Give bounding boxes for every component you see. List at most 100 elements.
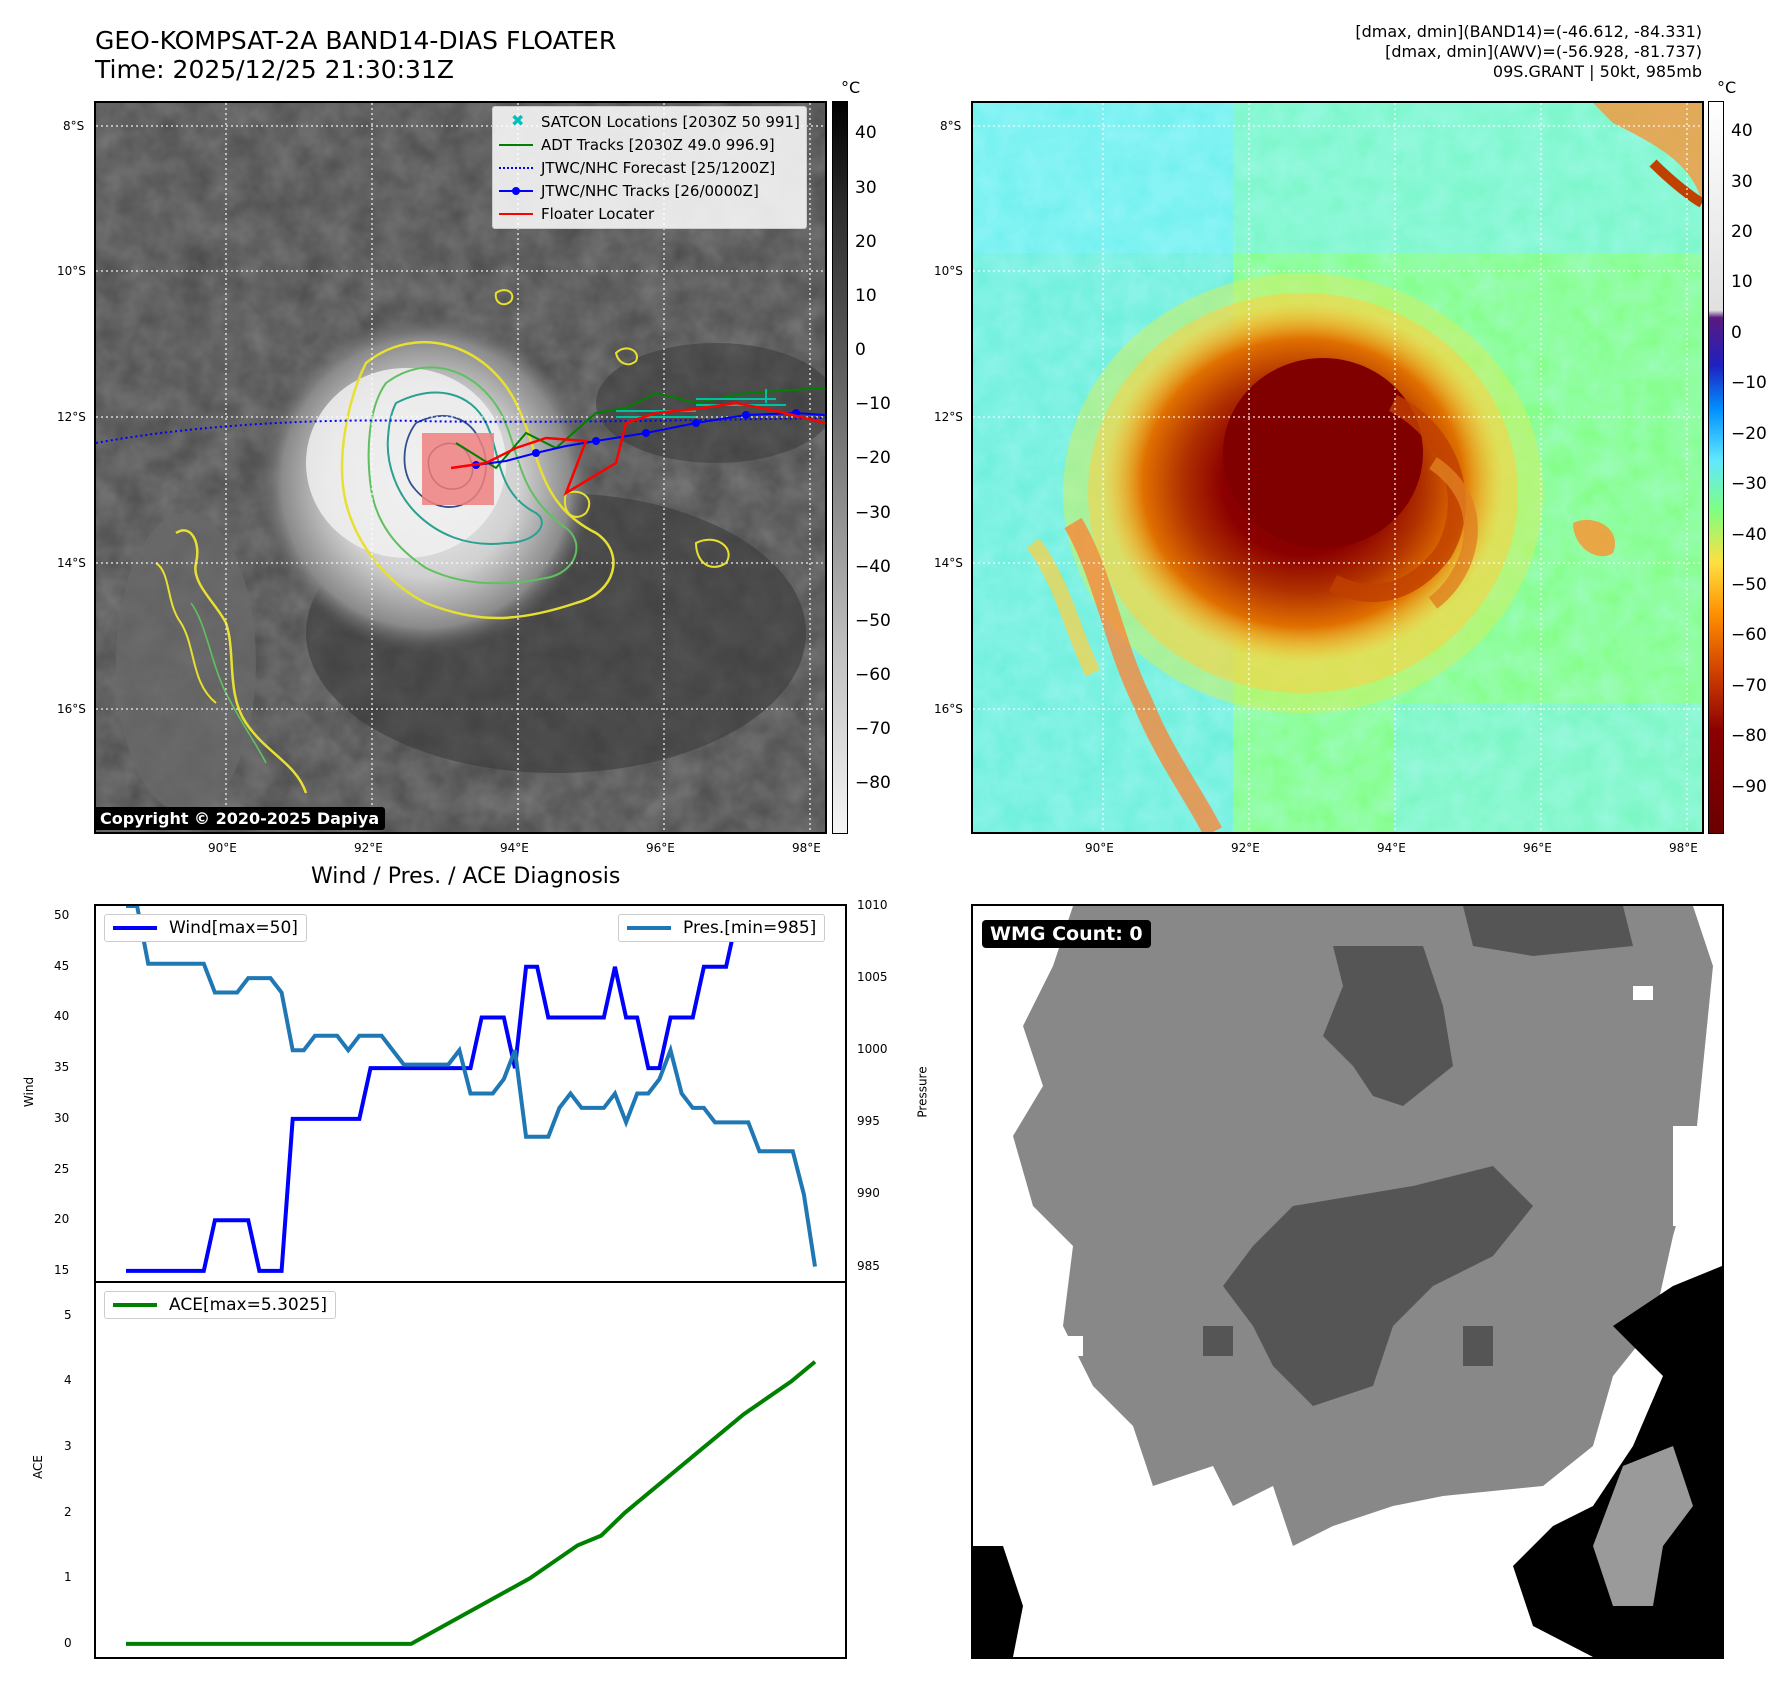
map-legend: ✖ SATCON Locations [2030Z 50 991] ADT Tr… xyxy=(492,106,807,229)
colorbar-tick: −60 xyxy=(855,664,891,685)
colorbar-tick: 20 xyxy=(855,231,877,252)
wmg-image xyxy=(973,906,1722,1657)
legend-floater: Floater Locater xyxy=(499,202,800,225)
lat-label: 14°S xyxy=(934,556,963,570)
ace-series-line xyxy=(126,1360,817,1646)
lat-label: 8°S xyxy=(940,119,962,133)
colorbar-tick: −10 xyxy=(855,394,891,415)
ace-plot xyxy=(94,1281,847,1659)
colorbar-tick: 20 xyxy=(1731,222,1753,243)
ace-ytick: 1 xyxy=(64,1570,72,1585)
pressure-ytick: 1005 xyxy=(857,970,888,985)
ace-ytick: 5 xyxy=(64,1307,72,1322)
wind-ytick: 25 xyxy=(54,1161,70,1176)
awv-colorbar xyxy=(1708,101,1724,834)
colorbar-tick: 10 xyxy=(1731,272,1753,293)
legend-jtwc: JTWC/NHC Tracks [26/0000Z] xyxy=(499,179,800,202)
wind-axis-label: Wind xyxy=(22,1076,37,1108)
ir-map-image xyxy=(96,103,825,832)
colorbar-tick: −30 xyxy=(855,502,891,523)
colorbar-tick: 10 xyxy=(855,285,877,306)
ace-legend: ACE[max=5.3025] xyxy=(104,1291,336,1319)
lon-label: 96°E xyxy=(1523,841,1552,855)
pres-line-icon xyxy=(627,926,671,930)
chart-title: GEO-KOMPSAT-2A BAND14-DIAS FLOATER xyxy=(95,26,617,55)
lat-label: 16°S xyxy=(57,702,86,716)
lon-label: 98°E xyxy=(1669,841,1698,855)
legend-satcon: ✖ SATCON Locations [2030Z 50 991] xyxy=(499,110,800,133)
colorbar-tick: 40 xyxy=(855,123,877,144)
lat-label: 16°S xyxy=(934,702,963,716)
colorbar-unit: °C xyxy=(841,78,861,97)
lon-label: 90°E xyxy=(1085,841,1114,855)
colorbar-tick: 30 xyxy=(1731,171,1753,192)
pressure-ytick: 985 xyxy=(857,1258,880,1273)
lat-label: 10°S xyxy=(934,264,963,278)
colorbar-tick: −80 xyxy=(855,773,891,794)
dotted-line-icon xyxy=(499,162,533,174)
colorbar-tick: −70 xyxy=(1731,675,1767,696)
diagnosis-title: Wind / Pres. / ACE Diagnosis xyxy=(311,864,621,889)
ace-axis-label: ACE xyxy=(30,1455,45,1479)
lon-label: 92°E xyxy=(1231,841,1260,855)
colorbar-tick: −50 xyxy=(855,610,891,631)
colorbar-tick: −10 xyxy=(1731,373,1767,394)
lon-label: 94°E xyxy=(1377,841,1406,855)
colorbar-tick: −90 xyxy=(1731,776,1767,797)
lat-label: 14°S xyxy=(57,556,86,570)
gray-colorbar xyxy=(832,101,848,834)
lon-label: 98°E xyxy=(792,841,821,855)
pres-legend: Pres.[min=985] xyxy=(618,914,826,942)
awv-map-image xyxy=(973,103,1702,832)
lon-label: 94°E xyxy=(500,841,529,855)
colorbar-tick: −20 xyxy=(855,448,891,469)
wind-ytick: 40 xyxy=(54,1009,70,1024)
storm-info: 09S.GRANT | 50kt, 985mb xyxy=(1492,62,1702,81)
wmg-count-badge: WMG Count: 0 xyxy=(982,920,1151,948)
lat-label: 12°S xyxy=(934,410,963,424)
copyright-badge: Copyright © 2020-2025 Dapiya xyxy=(94,807,386,830)
colorbar-tick: −40 xyxy=(1731,524,1767,545)
colorbar-tick: −60 xyxy=(1731,625,1767,646)
legend-forecast: JTWC/NHC Forecast [25/1200Z] xyxy=(499,156,800,179)
wind-line-icon xyxy=(113,926,157,930)
colorbar-unit: °C xyxy=(1717,78,1737,97)
ace-svg xyxy=(126,1360,817,1646)
pressure-ytick: 995 xyxy=(857,1114,880,1129)
legend-adt: ADT Tracks [2030Z 49.0 996.9] xyxy=(499,133,800,156)
ace-ytick: 3 xyxy=(64,1439,72,1454)
ace-ytick: 2 xyxy=(64,1504,72,1519)
lat-label: 12°S xyxy=(57,410,86,424)
colorbar-tick: −20 xyxy=(1731,423,1767,444)
ace-ytick: 0 xyxy=(64,1635,72,1650)
lat-label: 8°S xyxy=(63,119,85,133)
colorbar-tick: −50 xyxy=(1731,574,1767,595)
line-icon xyxy=(499,208,533,220)
pressure-ytick: 990 xyxy=(857,1186,880,1201)
colorbar-tick: 30 xyxy=(855,177,877,198)
wind-ytick: 50 xyxy=(54,908,70,923)
wmg-panel xyxy=(971,904,1724,1659)
line-dot-icon xyxy=(499,185,533,197)
line-icon xyxy=(499,139,533,151)
wind-series-line xyxy=(126,914,815,1273)
wind-ytick: 45 xyxy=(54,958,70,973)
lon-label: 90°E xyxy=(208,841,237,855)
pressure-axis-label: Pressure xyxy=(915,1066,930,1118)
colorbar-tick: 40 xyxy=(1731,121,1753,142)
lat-label: 10°S xyxy=(57,264,86,278)
pressure-ytick: 1000 xyxy=(857,1042,888,1057)
wind-pres-plot xyxy=(94,904,847,1283)
dmax-awv: [dmax, dmin](AWV)=(-56.928, -81.737) xyxy=(1385,42,1702,61)
ace-line-icon xyxy=(113,1303,157,1307)
colorbar-tick: −30 xyxy=(1731,474,1767,495)
wind-ytick: 15 xyxy=(54,1262,70,1277)
wind-ytick: 30 xyxy=(54,1110,70,1125)
wind-legend: Wind[max=50] xyxy=(104,914,307,942)
chart-time: Time: 2025/12/25 21:30:31Z xyxy=(95,55,454,84)
x-marker-icon: ✖ xyxy=(511,110,525,130)
colorbar-tick: −70 xyxy=(855,719,891,740)
dmax-band14: [dmax, dmin](BAND14)=(-46.612, -84.331) xyxy=(1355,22,1702,41)
lon-label: 92°E xyxy=(354,841,383,855)
ir-map-panel xyxy=(94,101,827,834)
